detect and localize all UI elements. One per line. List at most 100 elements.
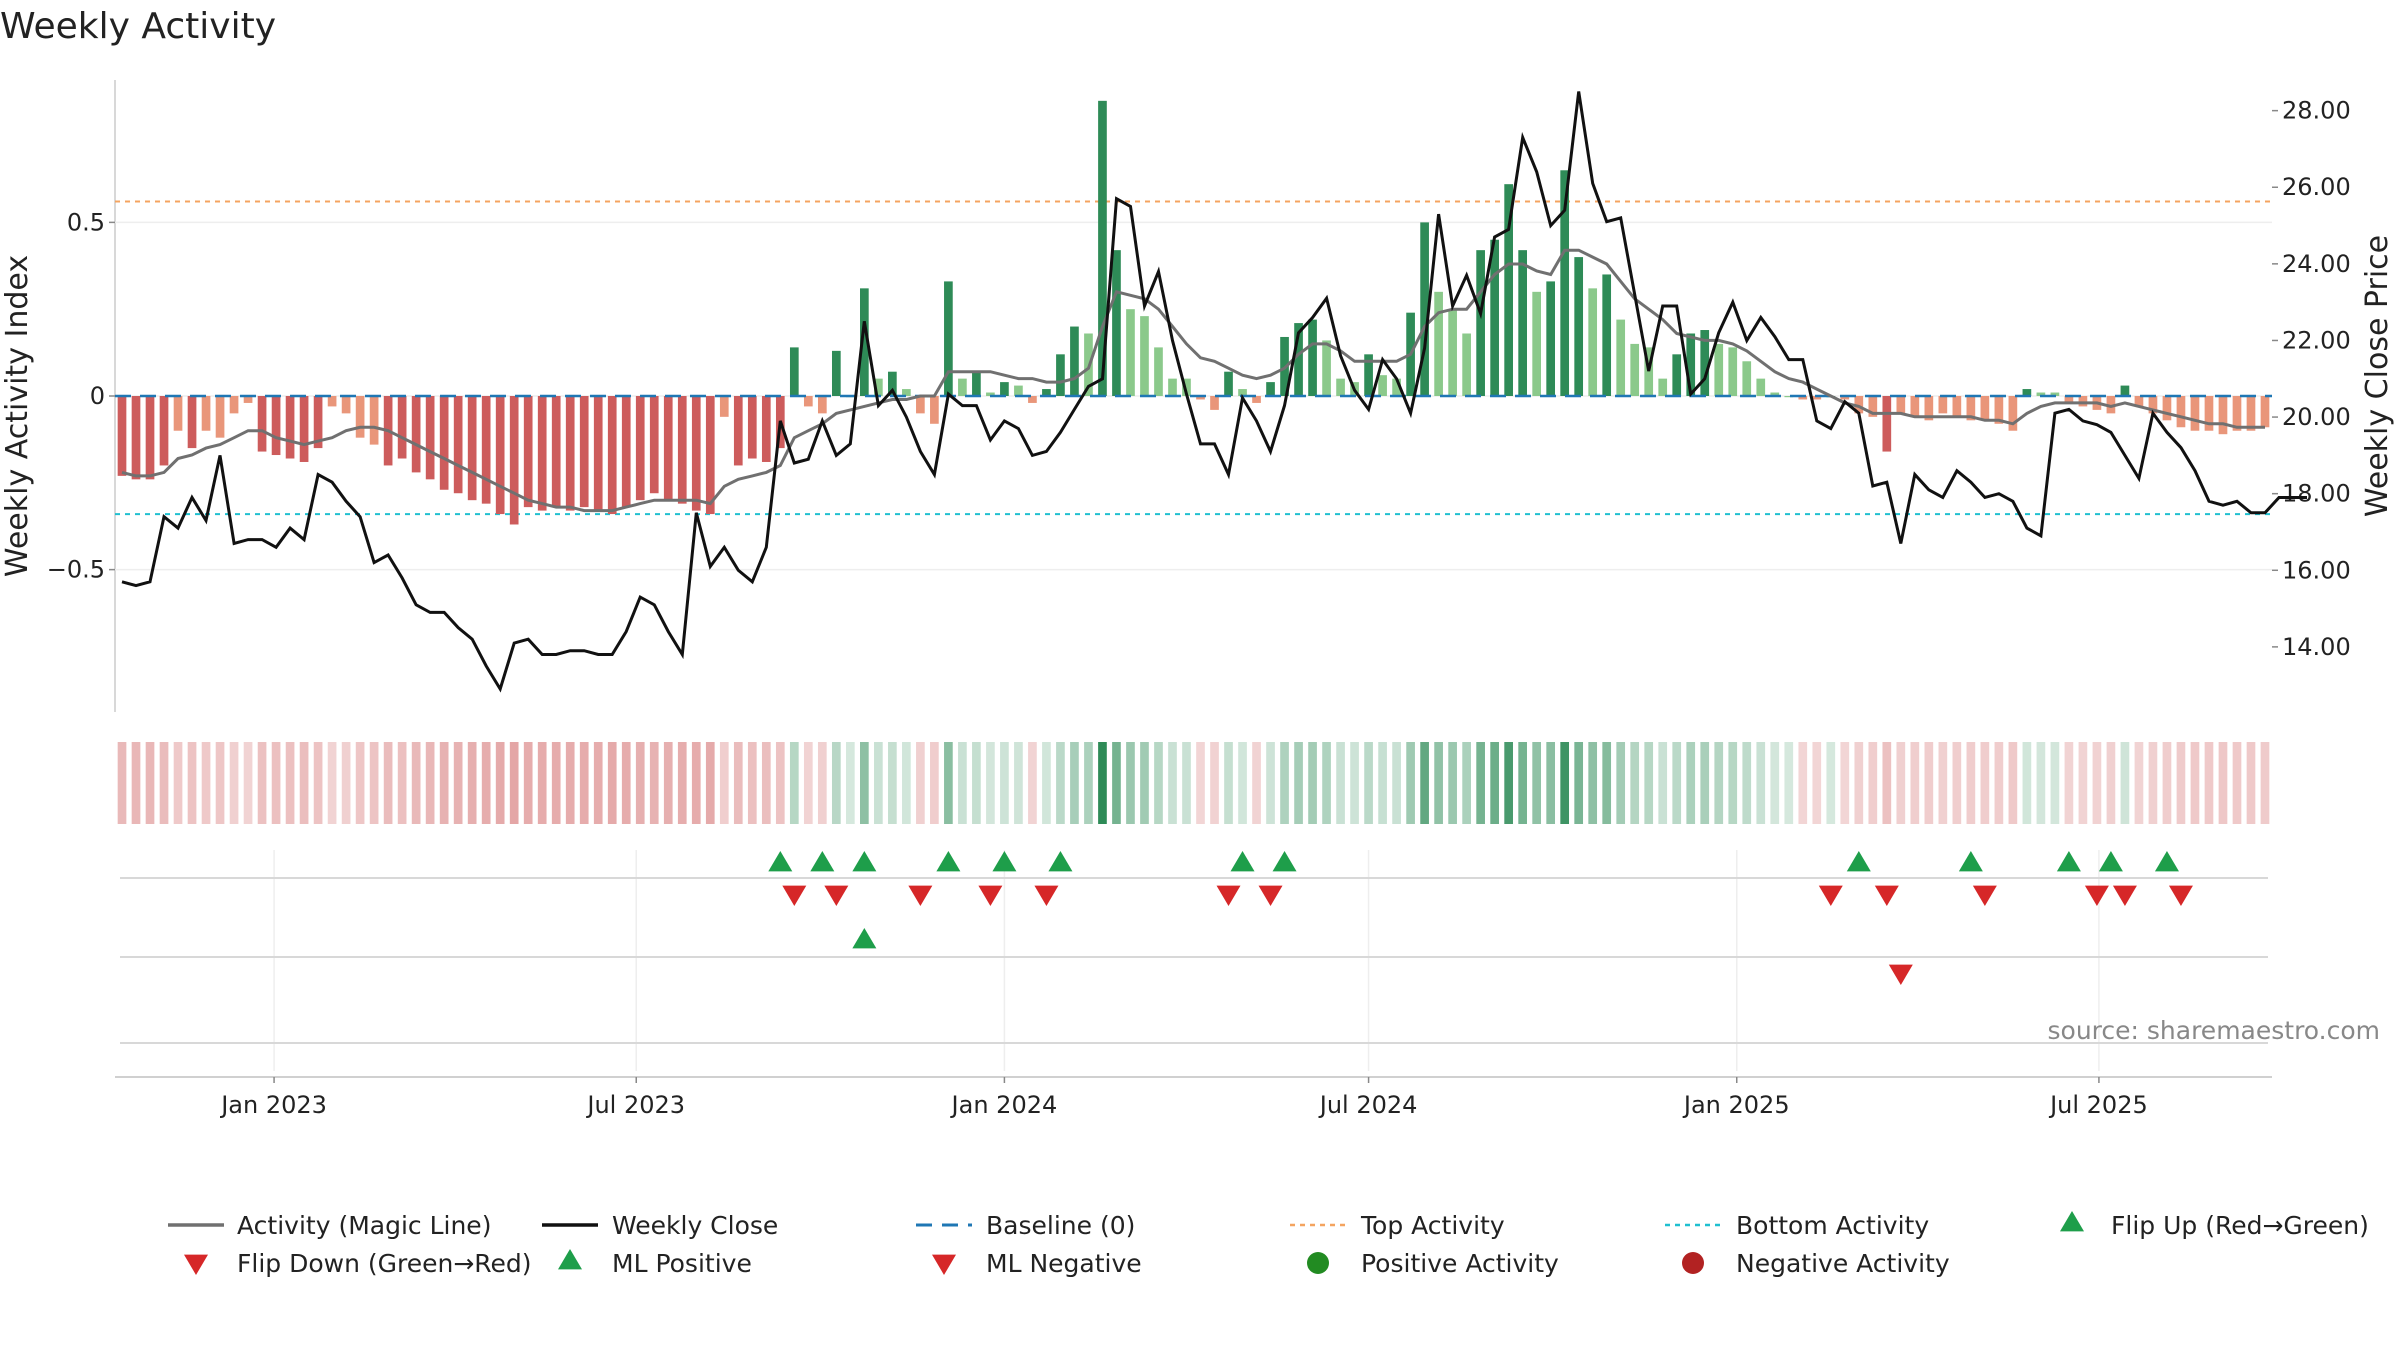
heat-strip-cell [425, 742, 435, 824]
activity-bar [2162, 396, 2172, 421]
heat-strip-cell [1168, 742, 1177, 824]
activity-bar [2218, 396, 2228, 435]
activity-heat-strip [117, 742, 2270, 824]
activity-bar [1154, 347, 1163, 396]
legend-item: Flip Up (Red→Green) [2060, 1211, 2369, 1240]
activity-bar [1070, 326, 1079, 396]
y-right-tick-label-6: 26.00 [2282, 173, 2351, 201]
heat-strip-cell [1294, 742, 1303, 824]
heat-strip-cell [145, 742, 155, 824]
heat-strip-cell [2078, 742, 2088, 824]
activity-bar [1854, 396, 1864, 414]
heat-strip-cell [1518, 742, 1527, 824]
heat-strip-cell [1364, 742, 1373, 824]
activity-bar [173, 396, 183, 431]
legend-item: ML Negative [932, 1249, 1142, 1278]
heat-strip-cell [1896, 742, 1906, 824]
heat-strip-cell [257, 742, 267, 824]
activity-bar [495, 396, 505, 515]
heat-strip-cell [2148, 742, 2158, 824]
flip-markers [768, 851, 2193, 906]
heat-strip-cell [1490, 742, 1499, 824]
heat-strip-cell [593, 742, 603, 824]
heat-strip-cell [2106, 742, 2116, 824]
heat-strip-cell [2218, 742, 2228, 824]
flip-down-marker [1258, 885, 1283, 906]
heat-strip-cell [1070, 742, 1079, 824]
legend-item: Flip Down (Green→Red) [184, 1249, 532, 1278]
heat-strip-cell [831, 742, 841, 824]
heat-strip-cell [1980, 742, 1990, 824]
heat-strip-cell [1812, 742, 1822, 824]
flip-down-marker [2112, 885, 2137, 906]
activity-bar [2176, 396, 2186, 428]
legend: Activity (Magic Line) Weekly Close Baselin… [168, 1211, 2369, 1278]
heat-strip-cell [888, 742, 897, 824]
heat-strip-cell [1938, 742, 1948, 824]
heat-strip-cell [285, 742, 295, 824]
heat-strip-cell [1476, 742, 1485, 824]
y-left-tick-label-1: 0 [90, 382, 105, 410]
activity-bar [1252, 396, 1261, 403]
heat-strip-cell [1840, 742, 1850, 824]
heat-strip-cell [649, 742, 659, 824]
activity-bar [1210, 396, 1219, 410]
activity-bar [1938, 396, 1948, 414]
activity-bar [2204, 396, 2214, 431]
flip-up-marker [992, 851, 1017, 872]
heat-strip-cell [1756, 742, 1766, 824]
heat-strip-cell [621, 742, 631, 824]
heat-strip-cell [986, 742, 995, 824]
flip-up-marker [1846, 851, 1871, 872]
flip-down-marker [782, 885, 807, 906]
x-tick-label-2: Jan 2024 [950, 1091, 1058, 1119]
heat-strip-cell [159, 742, 169, 824]
activity-bar [1952, 396, 1962, 417]
flip-up-marker [1272, 851, 1297, 872]
legend-label: Flip Up (Red→Green) [2111, 1211, 2369, 1240]
heat-strip-cell [1420, 742, 1429, 824]
activity-bar [509, 396, 519, 525]
heat-strip-cell [1322, 742, 1331, 824]
heat-strip-cell [972, 742, 981, 824]
activity-bar [2260, 396, 2270, 428]
legend-swatch-positive-activity [1307, 1252, 1329, 1274]
heat-strip-cell [1308, 742, 1317, 824]
activity-bar [789, 347, 799, 396]
heat-strip-cell [523, 742, 533, 824]
heat-strip-cell [1112, 742, 1121, 824]
heat-strip-cell [1966, 742, 1976, 824]
activity-bar [635, 396, 645, 501]
activity-bar [2106, 396, 2116, 414]
heat-strip-cell [635, 742, 645, 824]
heat-strip-cell [958, 742, 967, 824]
activity-bar [243, 396, 253, 403]
ml-negative-marker [1888, 964, 1913, 985]
heat-strip-cell [173, 742, 183, 824]
legend-label: Flip Down (Green→Red) [237, 1249, 532, 1278]
activity-bar [355, 396, 365, 438]
activity-bar [705, 396, 715, 515]
legend-swatch-flip-up [2060, 1211, 2084, 1232]
activity-bar [2078, 396, 2088, 407]
flip-up-marker [768, 851, 793, 872]
activity-bar [1126, 309, 1135, 396]
activity-bar [1168, 378, 1177, 396]
activity-bar [201, 396, 211, 431]
x-tick-label-4: Jan 2025 [1682, 1091, 1790, 1119]
heat-strip-cell [481, 742, 491, 824]
activity-bar [1588, 288, 1598, 396]
activity-bar [1308, 319, 1317, 396]
activity-bar [860, 288, 869, 396]
activity-bar [1462, 333, 1471, 396]
activity-bar [817, 396, 827, 414]
flip-up-marker [1958, 851, 1983, 872]
heat-strip-cell [1126, 742, 1135, 824]
activity-bar [453, 396, 463, 494]
y-right-tick-label-4: 22.00 [2282, 326, 2351, 354]
heat-strip-cell [537, 742, 547, 824]
heat-strip-cell [691, 742, 701, 824]
activity-bar [831, 350, 841, 396]
legend-label: Top Activity [1360, 1211, 1505, 1240]
